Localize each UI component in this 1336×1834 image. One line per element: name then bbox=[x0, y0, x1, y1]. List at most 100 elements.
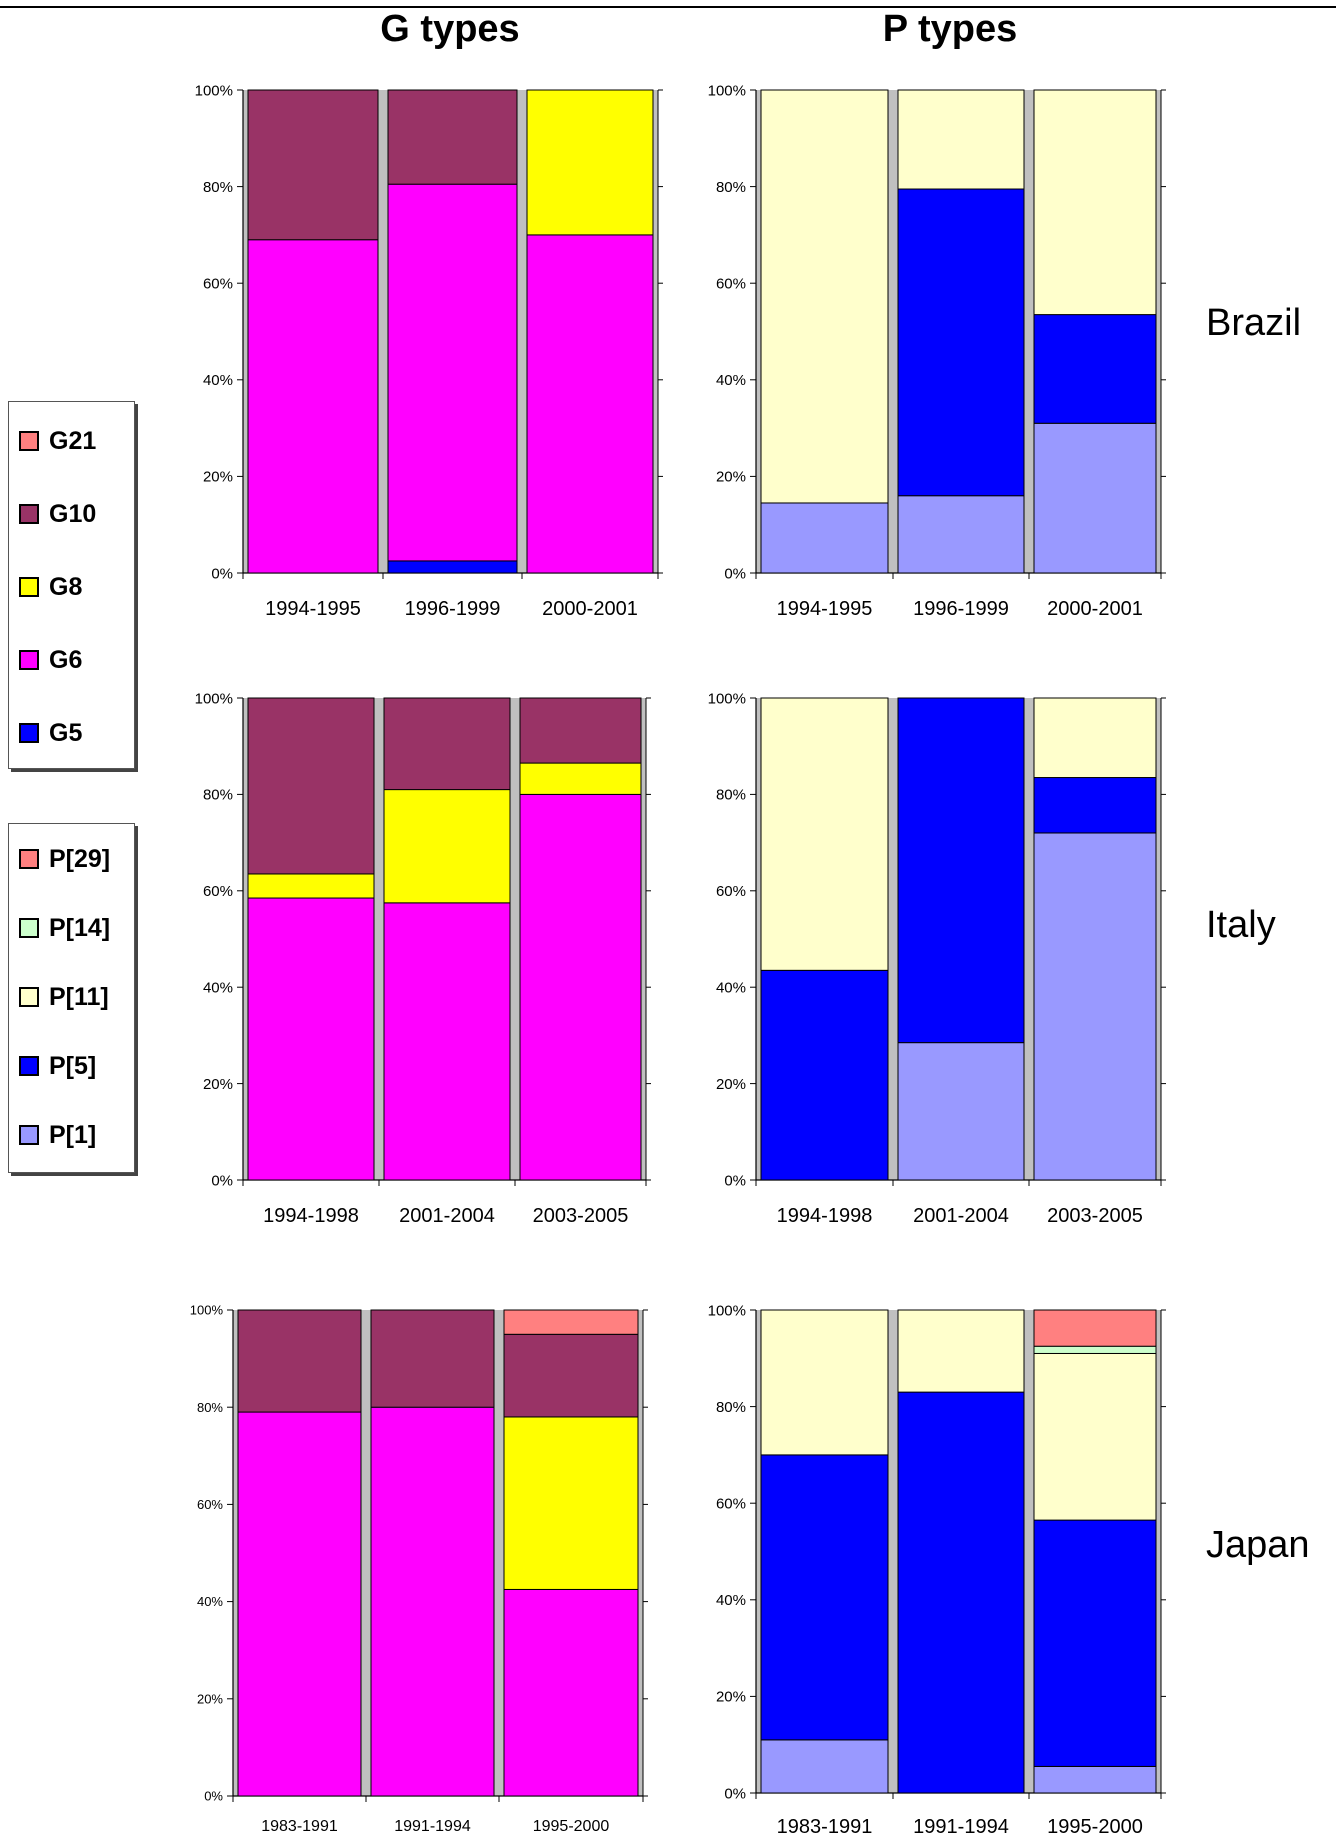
category-label: 1991-1994 bbox=[394, 1818, 471, 1834]
y-tick-label: 60% bbox=[716, 275, 746, 292]
y-tick-label: 0% bbox=[211, 1172, 233, 1189]
y-tick-label: 0% bbox=[211, 565, 233, 582]
bar-segment-p5 bbox=[1033, 1519, 1157, 1767]
country-label-italy: Italy bbox=[1206, 904, 1276, 946]
y-tick-label: 60% bbox=[716, 1495, 746, 1512]
category-label: 2001-2004 bbox=[399, 1205, 495, 1227]
bar-segment-g8 bbox=[247, 873, 375, 899]
bar-segment-p11 bbox=[760, 89, 889, 504]
bar-segment-g10 bbox=[247, 697, 375, 875]
bar-segment-p11 bbox=[897, 89, 1025, 190]
bar-segment-p5 bbox=[1033, 777, 1157, 834]
bar-segment-g6 bbox=[387, 183, 518, 562]
y-tick-label: 60% bbox=[203, 883, 233, 900]
legend-item: G5 bbox=[19, 718, 82, 748]
p-types-title: P types bbox=[882, 8, 1018, 50]
legend-label: G8 bbox=[49, 572, 83, 601]
y-tick-label: 40% bbox=[716, 1592, 746, 1609]
y-tick-label: 20% bbox=[716, 1689, 746, 1706]
bar-segment-g10 bbox=[503, 1333, 639, 1418]
y-tick-label: 0% bbox=[724, 1785, 746, 1802]
bar-segment-g10 bbox=[383, 697, 511, 791]
y-tick-label: 40% bbox=[203, 979, 233, 996]
y-tick-label: 80% bbox=[197, 1400, 223, 1415]
legend-swatch bbox=[19, 1125, 39, 1145]
legend-label: P[1] bbox=[49, 1120, 97, 1149]
legend-item: P[1] bbox=[19, 1120, 96, 1150]
y-tick-label: 20% bbox=[716, 469, 746, 486]
bar-segment-g21 bbox=[503, 1309, 639, 1335]
bar-segment-p5 bbox=[760, 969, 889, 1181]
y-tick-label: 60% bbox=[197, 1497, 223, 1512]
y-tick-label: 100% bbox=[708, 82, 746, 99]
country-label-japan: Japan bbox=[1206, 1524, 1310, 1566]
y-tick-label: 0% bbox=[204, 1789, 223, 1804]
category-label: 1995-2000 bbox=[1047, 1816, 1143, 1834]
bar-segment-g6 bbox=[247, 897, 375, 1181]
category-label: 1994-1995 bbox=[777, 598, 873, 620]
legend-item: G8 bbox=[19, 572, 82, 602]
legend-item: G21 bbox=[19, 426, 96, 456]
bar-segment-g6 bbox=[519, 793, 642, 1181]
bar-segment-p11 bbox=[1033, 697, 1157, 779]
category-label: 2003-2005 bbox=[1047, 1205, 1143, 1227]
y-tick-label: 80% bbox=[716, 787, 746, 804]
legend-item: G10 bbox=[19, 499, 96, 529]
legend-swatch bbox=[19, 577, 39, 597]
legend-label: P[29] bbox=[49, 844, 111, 873]
bar-segment-g10 bbox=[387, 89, 518, 185]
legend-label: P[11] bbox=[49, 982, 109, 1011]
category-label: 2000-2001 bbox=[542, 598, 638, 620]
legend-swatch bbox=[19, 1056, 39, 1076]
category-label: 1994-1998 bbox=[263, 1205, 359, 1227]
y-tick-label: 20% bbox=[203, 1076, 233, 1093]
bar-segment-g10 bbox=[237, 1309, 362, 1413]
y-tick-label: 40% bbox=[716, 979, 746, 996]
bar-segment-g6 bbox=[503, 1588, 639, 1797]
bar-segment-p11 bbox=[760, 1309, 889, 1456]
y-tick-label: 40% bbox=[716, 372, 746, 389]
bar-segment-p5 bbox=[897, 697, 1025, 1044]
y-tick-label: 40% bbox=[203, 372, 233, 389]
y-tick-label: 80% bbox=[716, 1399, 746, 1416]
y-tick-label: 20% bbox=[716, 1076, 746, 1093]
bar-segment-p5 bbox=[1033, 314, 1157, 424]
y-tick-label: 40% bbox=[197, 1594, 223, 1609]
legend-item: P[11] bbox=[19, 982, 109, 1012]
category-label: 1996-1999 bbox=[913, 598, 1009, 620]
bar-segment-p1 bbox=[897, 495, 1025, 574]
y-tick-label: 100% bbox=[190, 1303, 224, 1318]
bar-segment-p1 bbox=[1033, 1765, 1157, 1794]
bar-segment-p1 bbox=[1033, 832, 1157, 1181]
legend-swatch bbox=[19, 849, 39, 869]
bar-segment-g6 bbox=[526, 234, 654, 574]
legend-swatch bbox=[19, 431, 39, 451]
y-tick-label: 80% bbox=[716, 179, 746, 196]
bar-segment-g8 bbox=[503, 1416, 639, 1590]
category-label: 1994-1998 bbox=[777, 1205, 873, 1227]
bar-segment-p29 bbox=[1033, 1309, 1157, 1347]
y-tick-label: 20% bbox=[197, 1691, 223, 1706]
bar-segment-p5 bbox=[897, 188, 1025, 497]
legend-swatch bbox=[19, 723, 39, 743]
legend-swatch bbox=[19, 650, 39, 670]
y-tick-label: 0% bbox=[724, 565, 746, 582]
bar-segment-p1 bbox=[897, 1042, 1025, 1181]
y-tick-label: 0% bbox=[724, 1172, 746, 1189]
bar-segment-p14 bbox=[1033, 1345, 1157, 1354]
bar-segment-g10 bbox=[247, 89, 379, 241]
bar-segment-g6 bbox=[237, 1411, 362, 1797]
top-rule bbox=[0, 6, 1336, 8]
y-tick-label: 20% bbox=[203, 469, 233, 486]
legend-p-types: P[29] P[14] P[11] P[5] P[1] bbox=[8, 823, 135, 1173]
bar-segment-g10 bbox=[370, 1309, 495, 1408]
legend-g-types: G21 G10 G8 G6 G5 bbox=[8, 401, 135, 769]
legend-label: G5 bbox=[49, 718, 83, 747]
y-tick-label: 100% bbox=[708, 690, 746, 707]
legend-swatch bbox=[19, 918, 39, 938]
y-tick-label: 80% bbox=[203, 179, 233, 196]
bar-segment-g8 bbox=[519, 762, 642, 795]
y-tick-label: 100% bbox=[195, 690, 233, 707]
y-tick-label: 60% bbox=[203, 275, 233, 292]
y-tick-label: 100% bbox=[195, 82, 233, 99]
